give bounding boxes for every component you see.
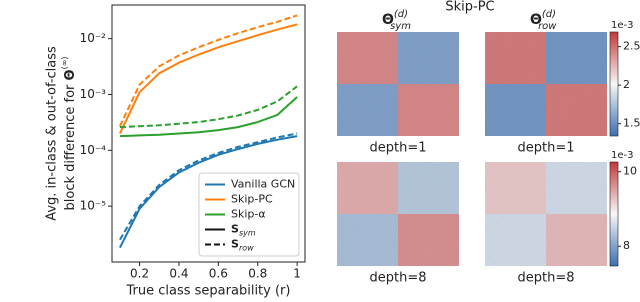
legend-symbol: S [231,223,239,236]
heatmap-block [546,84,607,136]
heatmap-block [398,32,459,84]
heatmap-block [546,162,607,214]
header-symbol: Θ [382,12,394,28]
y-tick-label: 10⁻³ [80,87,107,101]
heatmap-block [337,214,398,266]
y-axis-label-symbol: Θ [63,69,78,80]
y-axis-label-text: block difference for [63,80,78,210]
line-solid [119,96,298,138]
line-dashed [118,14,298,127]
heatmap-block [398,214,459,266]
panel-label: depth=1 [517,141,574,156]
heatmap-block [485,214,546,266]
y-tick-label: 10⁻⁵ [80,199,107,213]
colorbar-tick-label: 2 [623,78,630,91]
header-superscript: (d) [542,9,556,20]
legend-label: Skip-α [231,208,266,221]
x-tick-label: 0.8 [248,267,267,281]
heatmap [485,32,607,136]
colorbar [609,161,619,267]
panel-label: depth=1 [369,141,426,156]
x-tick-label: 0.2 [130,267,149,281]
chart-title: Skip-PC [445,0,494,15]
legend-label: Ssym [231,223,256,238]
legend-subscript: row [239,243,254,252]
heatmap-block [546,214,607,266]
heatmap [485,162,607,266]
y-axis-label-superscript: (∞) [60,57,69,70]
colorbar [609,31,619,137]
heatmap-block [337,32,398,84]
column-header: Θ(d) row [530,9,557,32]
legend-box [198,172,300,257]
y-tick-label: 10⁻⁴ [80,143,107,157]
heatmap-block [337,84,398,136]
x-tick-label: 1 [293,267,301,281]
header-subscript: sym [390,21,411,32]
heatmap-block [485,84,546,136]
plot-frame [111,4,306,263]
line-solid [118,23,298,134]
heatmap-block [485,162,546,214]
header-superscript: (d) [394,9,408,20]
heatmap-block [546,32,607,84]
colorbar-tick-label: 8 [623,239,630,252]
heatmap [337,32,459,136]
legend-label: Skip-PC [231,193,273,206]
x-axis-label: True class separability (r) [126,284,291,299]
y-axis-label: Avg. in-class & out-of-class [45,46,60,221]
legend-label: Vanilla GCN [231,178,295,191]
panel-label: depth=8 [517,271,574,286]
column-header: Θ(d) sym [382,9,411,32]
header-subscript: row [538,21,557,32]
colorbar-tick-label: 10 [623,165,637,178]
colorbar-tick-label: 1.5 [623,117,640,130]
y-tick-label: 10⁻² [80,31,107,45]
header-symbol: Θ [530,12,542,28]
line-dashed [119,85,298,129]
panel-label: depth=8 [369,271,426,286]
legend-label: Srow [231,238,254,253]
x-tick-label: 0.4 [169,267,188,281]
heatmap [337,162,459,266]
legend-subscript: sym [239,228,256,237]
legend-symbol: S [231,238,239,251]
heatmap-block [398,84,459,136]
heatmap-block [398,162,459,214]
colorbar-tick-label: 2.5 [623,40,640,53]
colorbar-scale: 1e-3 [611,150,634,161]
x-tick-label: 0.6 [209,267,228,281]
y-axis-label: block difference for Θ(∞) [60,57,78,211]
line-solid [119,135,298,249]
colorbar-scale: 1e-3 [611,20,634,31]
heatmap-block [485,32,546,84]
heatmap-block [337,162,398,214]
